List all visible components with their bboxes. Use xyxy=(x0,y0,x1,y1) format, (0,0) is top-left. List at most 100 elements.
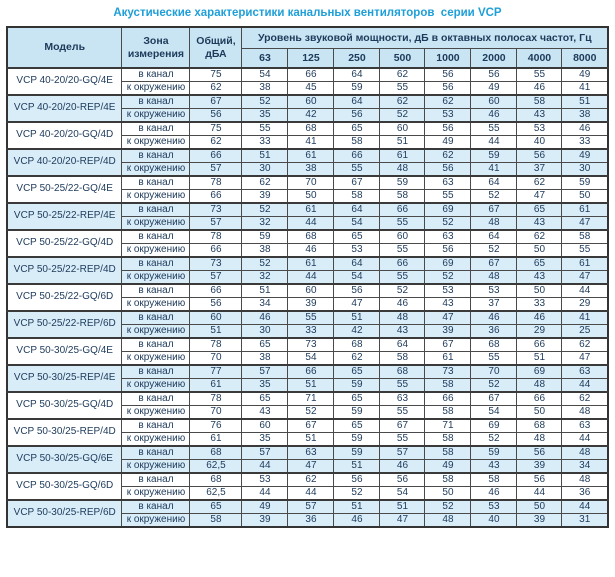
table-row-ambient: к окружению 61 35 51 59 55 58 52 48 44 xyxy=(7,378,609,393)
model-cell: VCP 50-25/22-GQ/4D xyxy=(6,229,123,258)
band-value-cell: 63 xyxy=(287,445,335,460)
band-value-cell: 53 xyxy=(470,499,518,514)
band-value-cell: 46 xyxy=(561,121,609,136)
table-row-ambient: к окружению 62,5 44 47 51 46 49 43 39 34 xyxy=(7,459,609,474)
total-dba-cell: 73 xyxy=(189,256,243,271)
band-value-cell: 52 xyxy=(379,283,426,298)
band-value-cell: 53 xyxy=(516,121,563,136)
total-dba-cell: 66 xyxy=(189,283,243,298)
freq-header-1000: 1000 xyxy=(424,47,472,69)
band-value-cell: 61 xyxy=(561,202,609,217)
band-value-cell: 39 xyxy=(287,297,335,312)
zone-cell: к окружению xyxy=(121,243,191,258)
band-value-cell: 33 xyxy=(287,324,335,339)
band-value-cell: 51 xyxy=(287,432,335,447)
band-value-cell: 47 xyxy=(287,459,335,474)
total-dba-cell: 76 xyxy=(189,418,243,433)
band-value-cell: 56 xyxy=(379,472,426,487)
band-value-cell: 38 xyxy=(561,108,609,123)
band-value-cell: 54 xyxy=(379,486,426,501)
band-value-cell: 62 xyxy=(333,351,381,366)
band-value-cell: 51 xyxy=(379,499,426,514)
band-value-cell: 36 xyxy=(287,513,335,528)
band-value-cell: 56 xyxy=(516,148,563,163)
total-dba-cell: 78 xyxy=(189,391,243,406)
band-value-cell: 46 xyxy=(287,243,335,258)
acoustic-characteristics-table: Модель Зона измерения Общий, дБА Уровень… xyxy=(5,26,610,528)
total-dba-cell: 78 xyxy=(189,175,243,190)
total-dba-cell: 60 xyxy=(189,310,243,325)
band-value-cell: 55 xyxy=(470,351,518,366)
band-value-cell: 63 xyxy=(561,418,609,433)
band-value-cell: 47 xyxy=(424,310,472,325)
band-value-cell: 56 xyxy=(424,67,472,82)
band-value-cell: 48 xyxy=(470,270,518,285)
band-value-cell: 52 xyxy=(424,270,472,285)
zone-cell: к окружению xyxy=(121,216,191,231)
col-header-zone: Зона измерения xyxy=(121,26,191,69)
band-value-cell: 64 xyxy=(470,229,518,244)
total-dba-cell: 70 xyxy=(189,405,243,420)
band-value-cell: 55 xyxy=(379,81,426,96)
band-value-cell: 49 xyxy=(561,67,609,82)
band-value-cell: 30 xyxy=(241,162,289,177)
total-dba-cell: 75 xyxy=(189,121,243,136)
zone-cell: в канал xyxy=(121,175,191,190)
band-value-cell: 56 xyxy=(333,283,381,298)
band-value-cell: 66 xyxy=(516,337,563,352)
zone-cell: в канал xyxy=(121,364,191,379)
table-row-duct: VCP 40-20/20-REP/4E в канал 67 52 60 64 62 62 60… xyxy=(6,94,609,123)
band-value-cell: 65 xyxy=(333,418,381,433)
band-value-cell: 47 xyxy=(333,297,381,312)
band-value-cell: 66 xyxy=(379,202,426,217)
band-value-cell: 49 xyxy=(424,135,472,150)
band-value-cell: 47 xyxy=(561,216,609,231)
band-value-cell: 49 xyxy=(561,148,609,163)
band-value-cell: 55 xyxy=(470,121,518,136)
band-value-cell: 34 xyxy=(241,297,289,312)
band-value-cell: 38 xyxy=(287,162,335,177)
band-value-cell: 38 xyxy=(241,243,289,258)
band-value-cell: 66 xyxy=(379,256,426,271)
table-row-ambient: к окружению 61 35 51 59 55 58 52 48 44 xyxy=(7,432,609,447)
band-value-cell: 64 xyxy=(333,202,381,217)
band-value-cell: 55 xyxy=(516,67,563,82)
band-value-cell: 48 xyxy=(470,216,518,231)
band-value-cell: 62 xyxy=(561,337,609,352)
table-row-ambient: к окружению 70 38 54 62 58 61 55 51 47 xyxy=(7,351,609,366)
total-dba-cell: 58 xyxy=(189,513,243,528)
band-value-cell: 46 xyxy=(470,310,518,325)
band-value-cell: 44 xyxy=(241,486,289,501)
band-value-cell: 43 xyxy=(379,324,426,339)
model-cell: VCP 50-30/25-REP/6D xyxy=(6,499,123,528)
model-cell: VCP 50-25/22-REP/4D xyxy=(6,256,123,285)
band-value-cell: 31 xyxy=(561,513,609,528)
band-value-cell: 48 xyxy=(561,405,609,420)
freq-header-63: 63 xyxy=(241,47,289,69)
band-value-cell: 56 xyxy=(424,81,472,96)
band-value-cell: 59 xyxy=(333,81,381,96)
band-value-cell: 68 xyxy=(470,337,518,352)
band-value-cell: 48 xyxy=(516,378,563,393)
band-value-cell: 50 xyxy=(516,499,563,514)
band-value-cell: 42 xyxy=(287,108,335,123)
band-value-cell: 60 xyxy=(379,121,426,136)
col-header-model: Модель xyxy=(6,26,123,69)
band-value-cell: 41 xyxy=(470,162,518,177)
band-value-cell: 70 xyxy=(287,175,335,190)
band-value-cell: 68 xyxy=(287,121,335,136)
band-value-cell: 50 xyxy=(516,243,563,258)
model-cell: VCP 50-30/25-GQ/4D xyxy=(6,391,123,420)
band-value-cell: 55 xyxy=(379,270,426,285)
zone-cell: к окружению xyxy=(121,405,191,420)
band-value-cell: 66 xyxy=(516,391,563,406)
zone-cell: в канал xyxy=(121,445,191,460)
band-value-cell: 52 xyxy=(287,405,335,420)
band-value-cell: 55 xyxy=(241,121,289,136)
band-value-cell: 51 xyxy=(333,499,381,514)
total-dba-cell: 57 xyxy=(189,162,243,177)
table-row-ambient: к окружению 56 34 39 47 46 43 37 33 29 xyxy=(7,297,609,312)
zone-cell: в канал xyxy=(121,418,191,433)
band-value-cell: 67 xyxy=(287,418,335,433)
band-value-cell: 58 xyxy=(424,432,472,447)
